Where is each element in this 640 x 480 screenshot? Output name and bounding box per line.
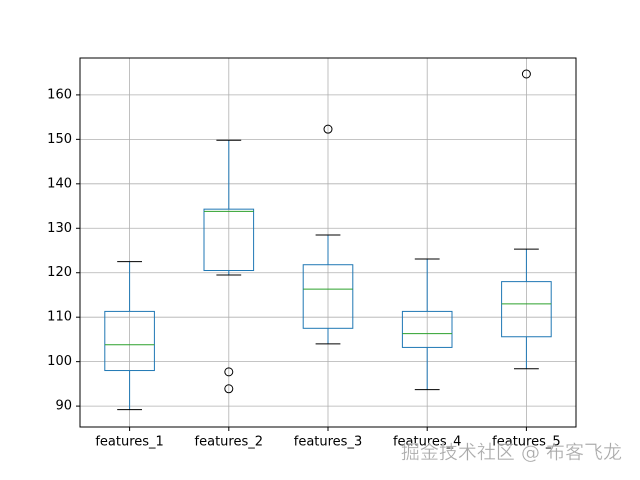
- box: [401, 310, 453, 348]
- x-tick-label: features_3: [294, 435, 362, 450]
- flier: [224, 367, 234, 377]
- box: [203, 208, 255, 272]
- x-tick-label: features_4: [393, 435, 461, 450]
- y-tick-label: 160: [47, 87, 72, 102]
- y-tick-label: 130: [47, 221, 72, 236]
- watermark: 掘金技术社区 @ 布客飞龙: [401, 442, 622, 464]
- box: [104, 310, 155, 372]
- y-tick-label: 140: [47, 176, 72, 191]
- flier: [323, 124, 333, 134]
- flier: [521, 69, 531, 79]
- y-tick-label: 100: [47, 354, 72, 369]
- x-tick-label: features_1: [95, 435, 163, 450]
- box: [302, 264, 354, 329]
- y-tick-label: 120: [47, 265, 72, 280]
- y-tick-label: 110: [47, 310, 72, 325]
- y-tick-label: 90: [55, 399, 72, 414]
- x-tick-label: features_5: [492, 435, 560, 450]
- y-tick-label: 150: [47, 132, 72, 147]
- plot-frame: [79, 57, 577, 428]
- box: [501, 281, 552, 338]
- x-tick-label: features_2: [195, 435, 263, 450]
- flier: [224, 384, 234, 394]
